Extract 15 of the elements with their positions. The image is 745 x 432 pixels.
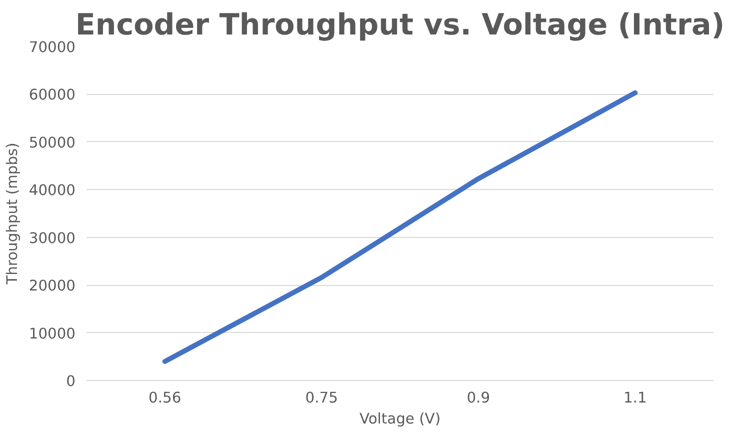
y-tick-label: 40000: [28, 182, 76, 200]
x-tick-label: 0.9: [466, 390, 490, 406]
y-tick-label: 60000: [28, 86, 76, 104]
y-axis-title: Throughput (mpbs): [4, 142, 21, 286]
y-tick-label: 10000: [28, 325, 76, 342]
chart-title: Encoder Throughput vs. Voltage (Intra): [75, 8, 725, 42]
y-tick-label: 50000: [28, 134, 76, 152]
y-tick-label: 30000: [28, 230, 76, 247]
x-axis-title: Voltage (V): [359, 410, 441, 428]
y-tick-label: 0: [66, 373, 76, 390]
x-tick-label: 0.75: [305, 390, 338, 406]
x-tick-label: 0.56: [148, 390, 182, 406]
y-tick-label: 70000: [28, 39, 76, 56]
x-tick-label: 1.1: [623, 390, 647, 406]
y-tick-label: 20000: [28, 278, 76, 295]
